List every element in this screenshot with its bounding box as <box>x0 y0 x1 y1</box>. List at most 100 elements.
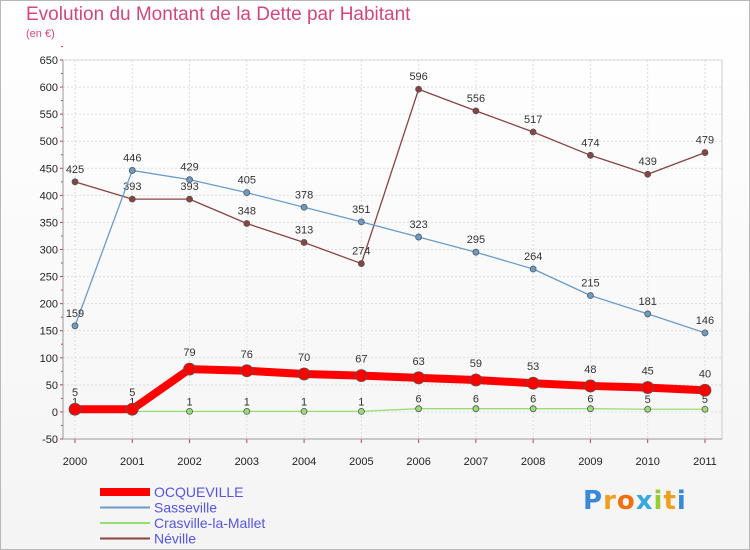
data-label: 517 <box>524 114 542 126</box>
data-label: 1 <box>358 396 364 408</box>
data-label: 159 <box>66 308 84 320</box>
data-point <box>357 260 365 267</box>
data-point <box>526 376 540 390</box>
series-crasville-la-mallet: 1 1 1 1 1 1 6 6 6 6 5 5 <box>71 394 709 415</box>
data-point <box>300 407 308 415</box>
data-label: 79 <box>183 347 195 359</box>
data-label: 70 <box>298 352 310 364</box>
data-label: 474 <box>581 137 599 149</box>
legend: OCQUEVILLESassevilleCrasville-la-MalletN… <box>100 484 265 547</box>
data-label: 429 <box>180 162 198 174</box>
chart-subtitle: (en €) <box>26 28 55 40</box>
legend-label: Crasville-la-Mallet <box>154 515 265 531</box>
data-point <box>641 381 655 394</box>
data-label: 274 <box>352 246 370 258</box>
data-label: 215 <box>581 278 599 290</box>
x-tick-label: 2005 <box>349 456 373 468</box>
series-line <box>74 169 706 334</box>
data-point <box>472 107 480 115</box>
data-label: 439 <box>639 156 657 168</box>
data-point <box>240 364 254 378</box>
y-tick-label: 150 <box>40 326 58 338</box>
data-point <box>701 149 709 156</box>
data-label: 556 <box>467 93 485 105</box>
data-label: 378 <box>295 189 313 201</box>
x-tick-label: 2000 <box>63 456 87 468</box>
y-tick-label: 600 <box>40 82 58 94</box>
data-label: 1 <box>244 396 250 408</box>
data-label: 5 <box>645 394 651 406</box>
data-point <box>183 362 196 376</box>
data-point <box>412 371 426 385</box>
data-point <box>128 195 136 203</box>
data-label: 6 <box>416 394 422 406</box>
data-label: 59 <box>470 358 482 370</box>
data-point <box>354 369 368 383</box>
chart-title: Evolution du Montant de la Dette par Hab… <box>26 4 411 25</box>
x-tick-label: 2003 <box>235 456 259 468</box>
series-sasseville: 159 446 429 405 378 351 323 295 264 215 181 146 <box>66 152 714 337</box>
logo-text: Proxiti <box>583 486 687 516</box>
data-label: 446 <box>123 152 141 164</box>
data-point <box>243 220 251 227</box>
data-label: 1 <box>129 396 135 408</box>
y-tick-label: 350 <box>40 217 58 229</box>
data-point <box>71 322 79 330</box>
data-label: 48 <box>584 364 596 376</box>
data-point <box>297 367 311 381</box>
data-label: 295 <box>467 234 485 246</box>
y-tick-label: 450 <box>40 163 58 175</box>
data-point <box>587 405 594 413</box>
y-tick-label: 0 <box>52 407 58 419</box>
series-line <box>75 365 706 414</box>
y-tick-label: 200 <box>40 299 58 311</box>
data-label: 264 <box>524 251 542 263</box>
data-point <box>357 407 365 415</box>
grid <box>62 59 723 440</box>
x-tick-label: 2004 <box>292 456 316 468</box>
data-point <box>529 128 537 136</box>
data-point <box>186 176 193 184</box>
y-tick-label: 650 <box>40 55 58 67</box>
data-label: 67 <box>355 354 367 366</box>
data-point <box>300 203 308 211</box>
data-label: 405 <box>238 175 256 187</box>
data-point <box>186 407 193 415</box>
legend-label: OCQUEVILLE <box>154 484 243 500</box>
data-label: 393 <box>180 181 198 193</box>
data-label: 348 <box>238 206 256 218</box>
data-point <box>644 310 652 318</box>
y-tick-label: 400 <box>40 190 58 202</box>
data-label: 63 <box>412 356 424 368</box>
data-point <box>415 233 423 241</box>
x-tick-label: 2011 <box>693 456 717 468</box>
data-point <box>243 407 251 415</box>
y-tick-label: 500 <box>40 136 58 148</box>
data-point <box>644 405 652 413</box>
series-line <box>75 408 705 413</box>
data-label: 6 <box>530 394 536 406</box>
data-point <box>644 170 652 178</box>
data-point <box>587 151 594 159</box>
y-tick-label: 100 <box>40 353 58 365</box>
data-point <box>125 402 139 416</box>
legend-label: Néville <box>154 531 196 547</box>
y-tick-label: -50 <box>42 434 58 446</box>
data-label: 5 <box>702 394 708 406</box>
x-tick-label: 2001 <box>120 456 144 468</box>
data-point <box>469 373 483 387</box>
data-point <box>68 402 82 416</box>
data-label: 425 <box>66 164 84 176</box>
data-point <box>357 218 365 226</box>
data-point <box>587 292 594 299</box>
proxiti-logo: Proxiti <box>583 486 687 516</box>
data-point <box>128 167 136 174</box>
data-point <box>701 329 709 337</box>
x-tick-label: 2006 <box>406 456 430 468</box>
data-point <box>415 85 423 93</box>
data-label: 1 <box>186 396 192 408</box>
data-label: 6 <box>473 394 479 406</box>
data-label: 479 <box>696 135 714 147</box>
